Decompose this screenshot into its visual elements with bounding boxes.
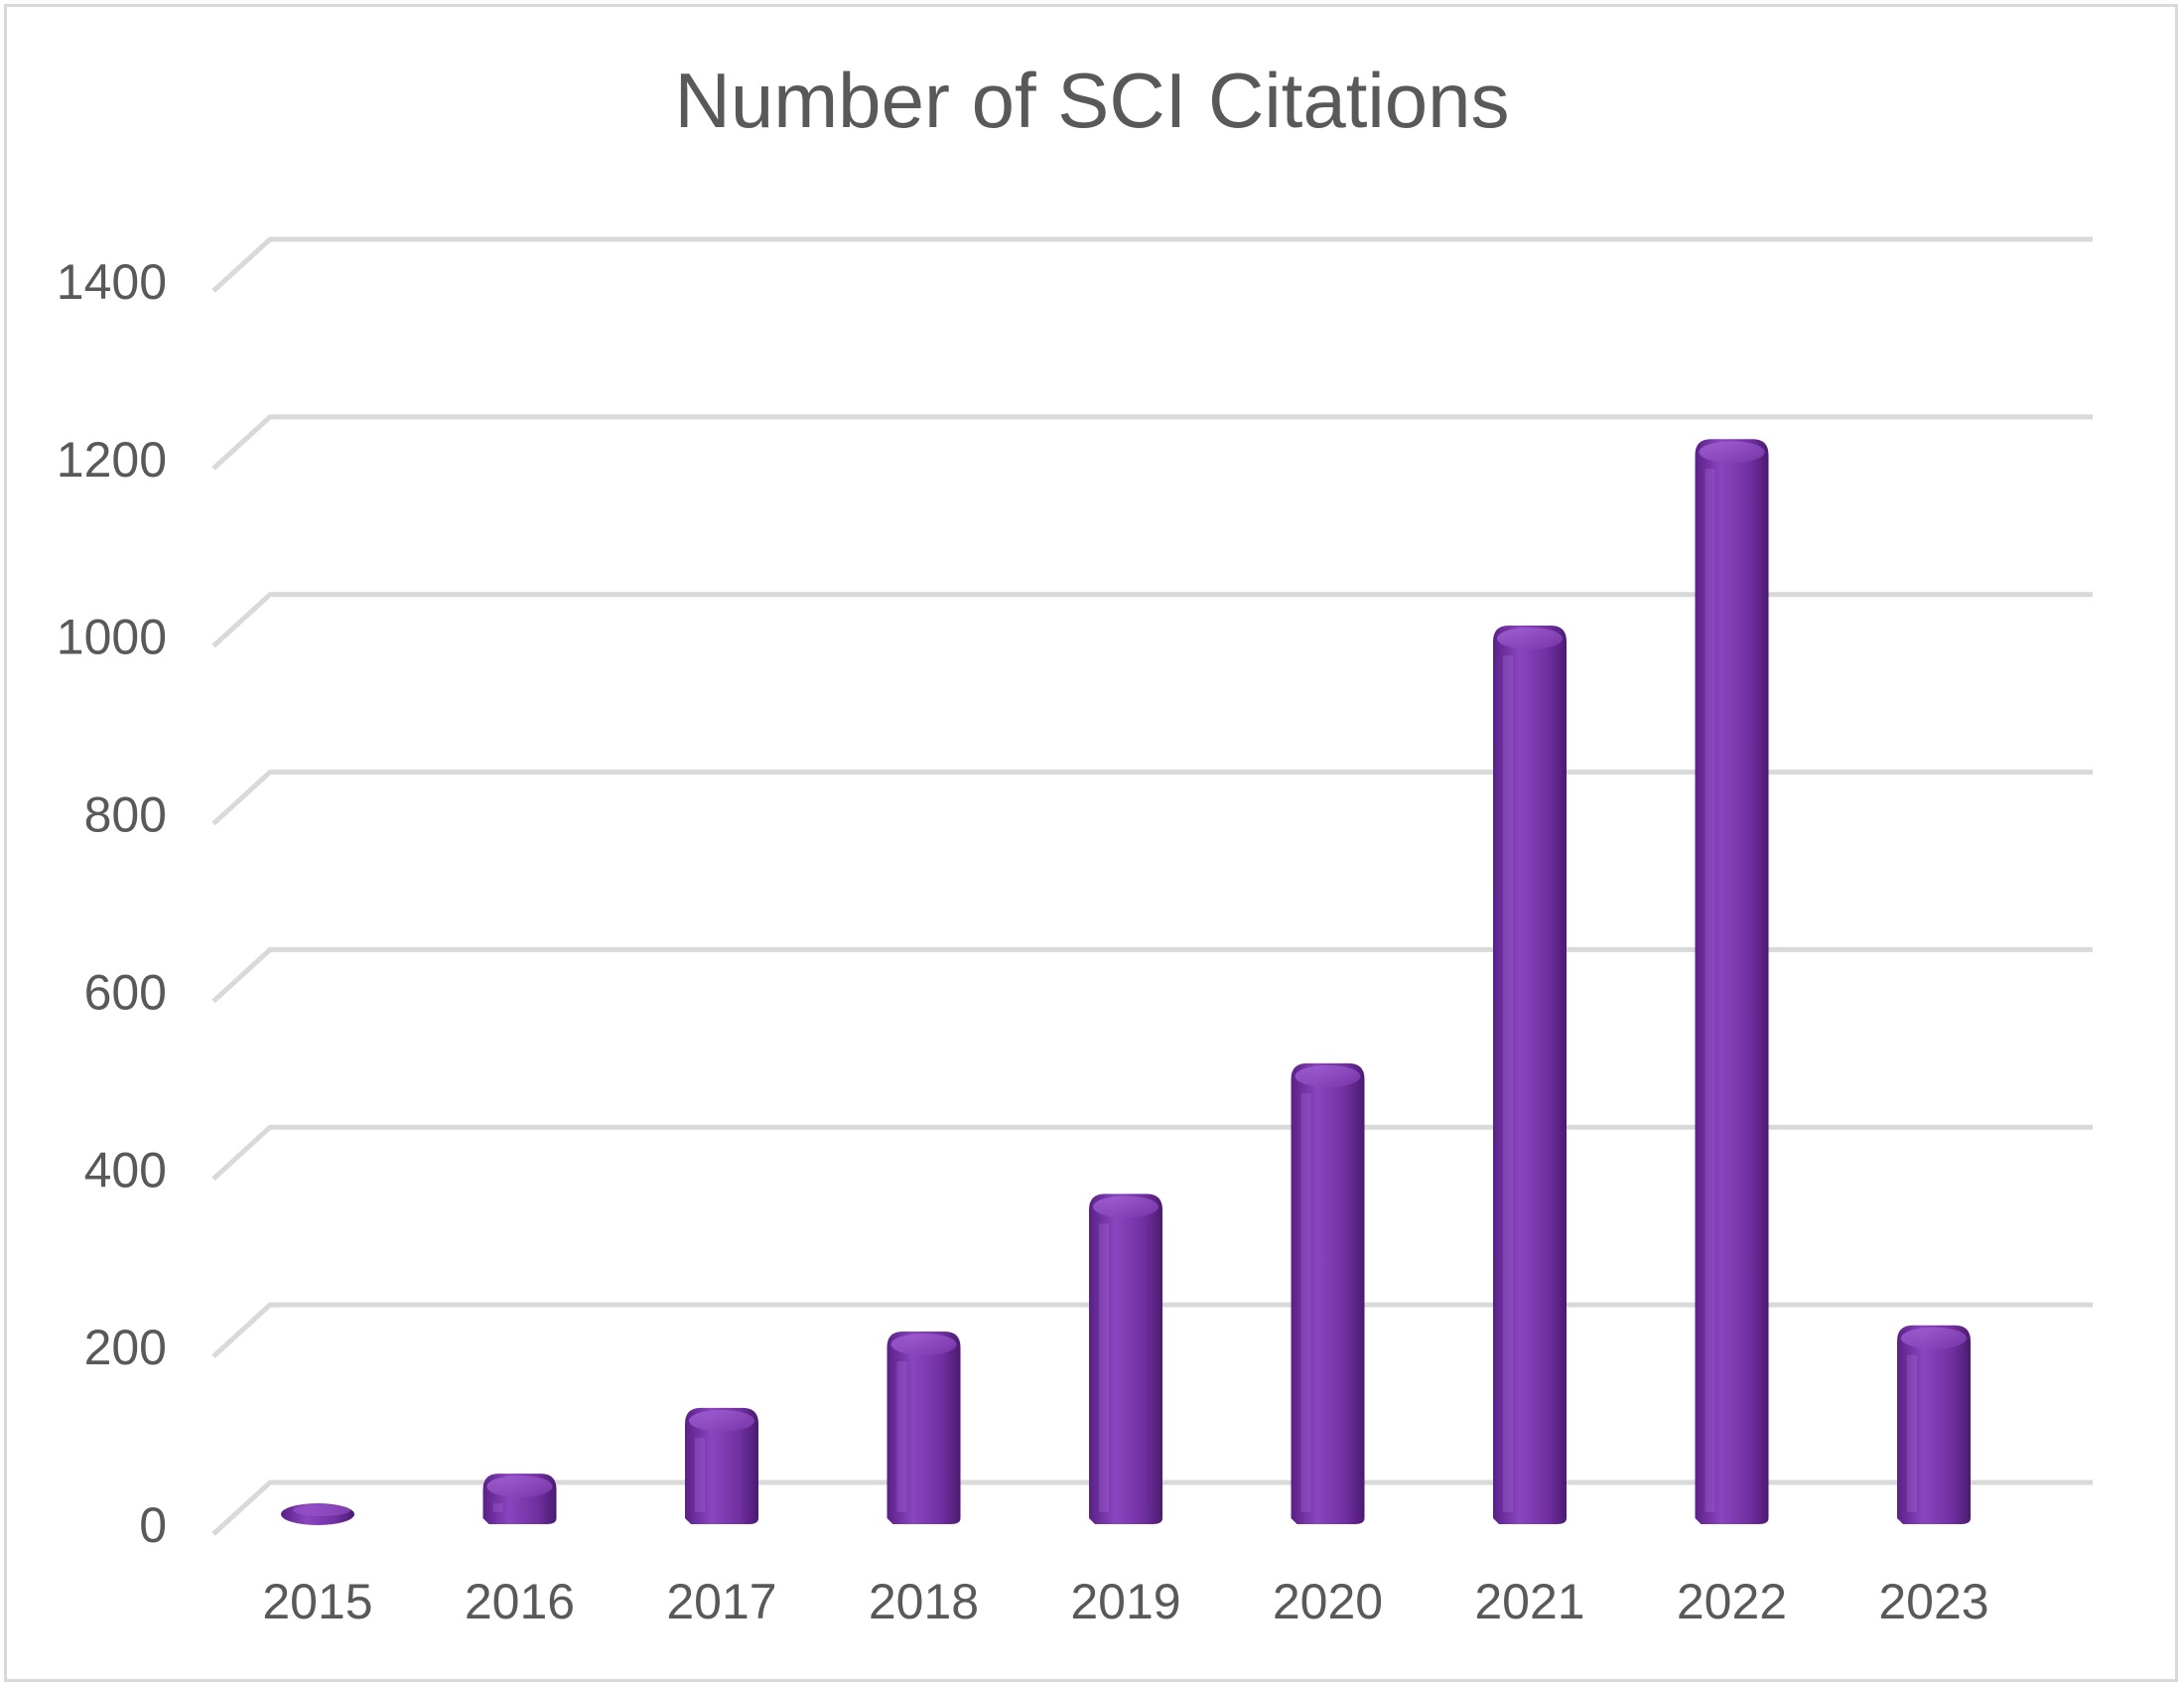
x-tick-label: 2020	[1273, 1574, 1383, 1629]
bar-2017	[685, 1407, 758, 1524]
y-tick-label: 0	[139, 1497, 167, 1553]
chart-title: Number of SCI Citations	[675, 57, 1510, 144]
y-tick-label: 1200	[57, 432, 167, 488]
x-tick-label: 2016	[465, 1574, 575, 1629]
bar-2023	[1897, 1325, 1971, 1524]
y-tick-label: 1400	[57, 254, 167, 310]
y-tick-label: 800	[84, 787, 167, 843]
bar-body	[1089, 1194, 1162, 1524]
bar-cap	[486, 1476, 553, 1498]
bar-cap	[1295, 1064, 1361, 1087]
bar-highlight	[896, 1360, 907, 1512]
bar-2016	[482, 1474, 557, 1524]
bar-body	[1291, 1062, 1365, 1524]
bar-cap	[890, 1333, 957, 1355]
x-tick-label: 2019	[1070, 1574, 1180, 1629]
bar-2018	[887, 1331, 961, 1524]
gridline	[211, 1302, 2093, 1358]
bar-2019	[1089, 1194, 1162, 1524]
x-tick-label: 2022	[1677, 1574, 1787, 1629]
grid-layer	[211, 236, 2093, 1536]
gridline	[211, 1479, 2093, 1536]
x-tick-label: 2015	[262, 1574, 372, 1629]
x-tick-label: 2021	[1474, 1574, 1584, 1629]
bar-highlight	[1300, 1092, 1311, 1512]
gridline	[211, 946, 2093, 1004]
y-tick-label: 1000	[57, 610, 167, 665]
bar-2020	[1291, 1062, 1365, 1524]
bar-body	[1695, 439, 1769, 1524]
bar-highlight	[1503, 655, 1513, 1512]
y-tick-label: 400	[84, 1142, 167, 1197]
y-tick-label: 600	[84, 964, 167, 1020]
bar-cap	[293, 1504, 350, 1516]
bar-2015	[281, 1503, 354, 1525]
gridline	[211, 236, 2093, 293]
bar-2022	[1695, 439, 1769, 1524]
bar-cap	[1699, 441, 1765, 464]
x-tick-label: 2017	[666, 1574, 776, 1629]
bars	[281, 439, 1971, 1525]
gridline	[211, 770, 2093, 826]
x-tick-label: 2023	[1878, 1574, 1988, 1629]
x-tick-label: 2018	[869, 1574, 979, 1629]
bar-body	[887, 1331, 961, 1524]
gridline	[211, 592, 2093, 648]
gridline	[211, 414, 2093, 471]
bar-highlight	[1099, 1223, 1109, 1512]
gridline	[211, 1124, 2093, 1182]
y-tick-label: 200	[84, 1320, 167, 1375]
bar-cap	[1901, 1327, 1967, 1349]
bar-cap	[689, 1409, 754, 1432]
y-axis-ticks: 0 200 400 600 800 1000 1200 1400	[57, 254, 167, 1553]
bar-body	[1897, 1325, 1971, 1524]
bar-highlight	[1705, 469, 1715, 1512]
bar-body	[685, 1407, 758, 1524]
bar-cap	[1093, 1196, 1159, 1218]
bar-body	[1493, 626, 1567, 1524]
bar-cap	[1497, 628, 1563, 650]
bar-highlight	[492, 1503, 503, 1512]
bar-highlight	[1907, 1354, 1917, 1512]
x-axis-ticks: 2015 2016 2017 2018 2019 2020 2021 2022 2023	[262, 1574, 1988, 1629]
bar-2021	[1493, 626, 1567, 1524]
bar-highlight	[695, 1437, 705, 1512]
